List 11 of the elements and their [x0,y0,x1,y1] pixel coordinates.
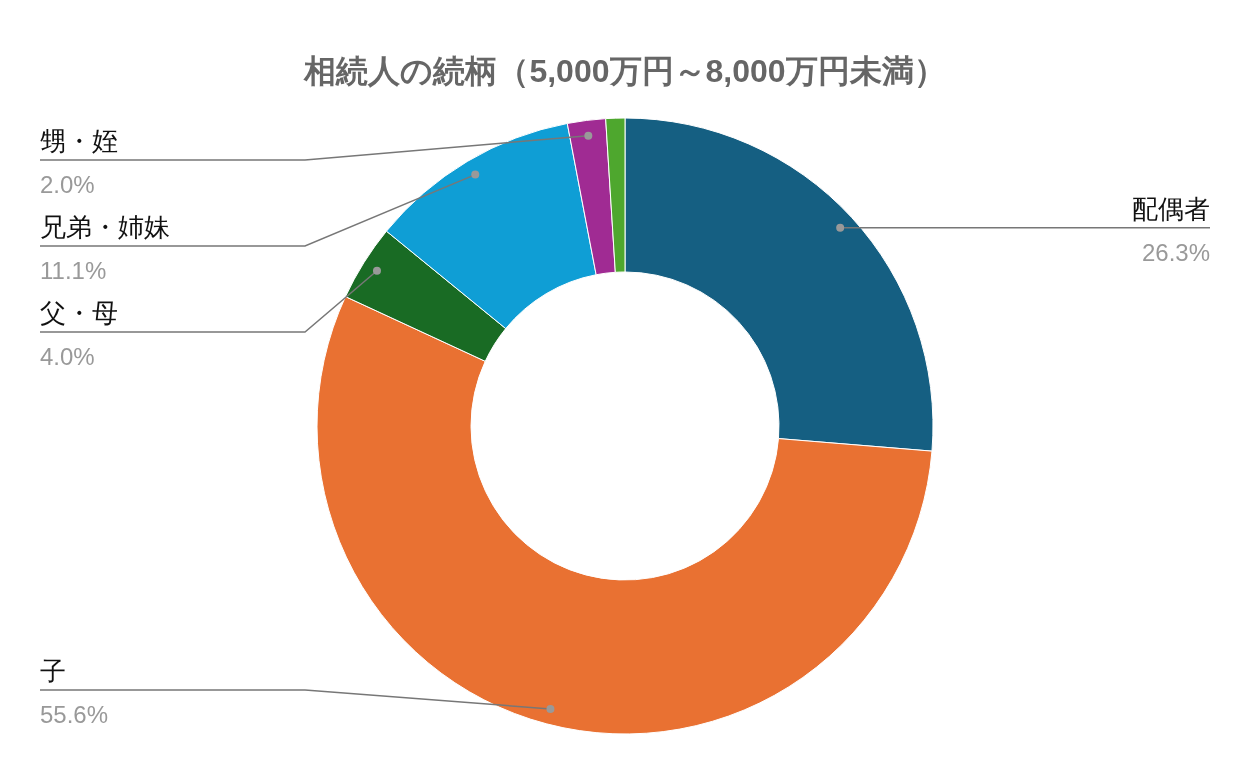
data-label: 2.0% [40,171,95,198]
data-label: 4.0% [40,343,95,370]
slice-label: 子 [40,656,66,686]
chart-title: 相続人の続柄（5,000万円～8,000万円未満） [303,53,946,89]
data-label: 26.3% [1141,238,1210,266]
slice-label: 配偶者 [1132,193,1210,224]
data-label: 55.6% [40,701,109,728]
slice-label: 甥・姪 [40,126,118,156]
slice-label: 父・母 [40,298,118,328]
slice-label: 兄弟・姉妹 [40,212,170,242]
data-label: 11.1% [40,257,107,284]
